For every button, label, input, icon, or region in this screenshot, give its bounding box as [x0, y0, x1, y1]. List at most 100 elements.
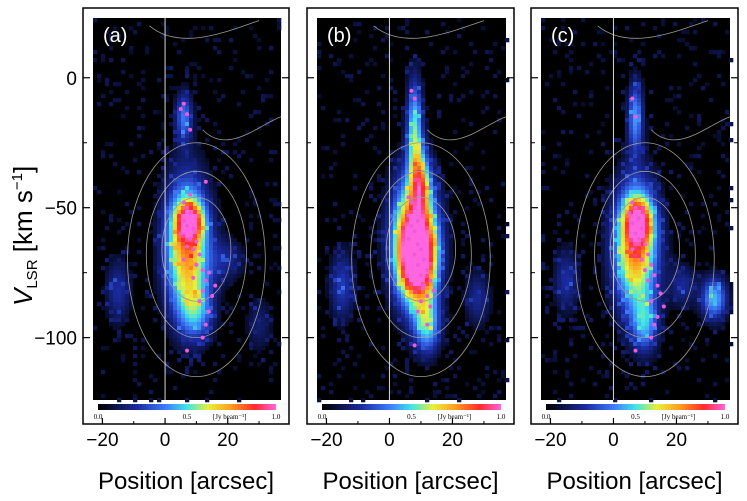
- heatmap-cell: [177, 150, 182, 155]
- heatmap-cell: [217, 210, 222, 215]
- heatmap-cell: [693, 18, 698, 23]
- heatmap-cell: [393, 306, 398, 311]
- heatmap-cell: [393, 150, 398, 155]
- heatmap-cell: [637, 298, 642, 303]
- heatmap-cell: [333, 266, 338, 271]
- heatmap-cell: [337, 258, 342, 263]
- heatmap-cell: [609, 194, 614, 199]
- heatmap-cell: [613, 398, 618, 403]
- data-point: [418, 299, 423, 304]
- heatmap-cell: [389, 266, 394, 271]
- heatmap-cell: [441, 218, 446, 223]
- heatmap-cell: [425, 158, 430, 163]
- heatmap-cell: [409, 266, 414, 271]
- heatmap-cell: [681, 282, 686, 287]
- heatmap-cell: [381, 346, 386, 351]
- heatmap-cell: [649, 230, 654, 235]
- heatmap-cell: [605, 310, 610, 315]
- heatmap-cell: [417, 334, 422, 339]
- heatmap-cell: [389, 282, 394, 287]
- heatmap-cell: [165, 182, 170, 187]
- heatmap-cell: [665, 282, 670, 287]
- heatmap-cell: [193, 322, 198, 327]
- heatmap-cell: [261, 310, 266, 315]
- heatmap-cell: [177, 234, 182, 239]
- heatmap-cell: [369, 274, 374, 279]
- heatmap-cell: [125, 274, 130, 279]
- heatmap-cell: [257, 318, 262, 323]
- heatmap-cell: [645, 246, 650, 251]
- heatmap-cell: [445, 222, 450, 227]
- heatmap-cell: [609, 286, 614, 291]
- heatmap-cell: [401, 270, 406, 275]
- heatmap-cell: [413, 330, 418, 335]
- heatmap-cell: [685, 266, 690, 271]
- heatmap-cell: [221, 142, 226, 147]
- heatmap-cell: [213, 234, 218, 239]
- heatmap-cell: [445, 46, 450, 51]
- heatmap-cell: [425, 326, 430, 331]
- heatmap-cell: [197, 126, 202, 131]
- heatmap-cell: [189, 174, 194, 179]
- heatmap-cell: [181, 98, 186, 103]
- heatmap-cell: [269, 350, 274, 355]
- x-tick-label: −20: [310, 430, 342, 451]
- heatmap-cell: [701, 294, 706, 299]
- heatmap-cell: [197, 182, 202, 187]
- heatmap-cell: [645, 294, 650, 299]
- heatmap-cell: [105, 274, 110, 279]
- heatmap-cell: [425, 398, 430, 403]
- heatmap-cell: [185, 318, 190, 323]
- heatmap-cell: [629, 82, 634, 87]
- heatmap-cell: [213, 270, 218, 275]
- heatmap-cell: [629, 342, 634, 347]
- heatmap-cell: [397, 238, 402, 243]
- heatmap-cell: [649, 322, 654, 327]
- heatmap-cell: [721, 282, 726, 287]
- heatmap-cell: [201, 114, 206, 119]
- heatmap-cell: [621, 282, 626, 287]
- heatmap-cell: [413, 178, 418, 183]
- heatmap-cell: [613, 282, 618, 287]
- heatmap-cell: [469, 310, 474, 315]
- heatmap-cell: [629, 330, 634, 335]
- heatmap-cell: [149, 374, 154, 379]
- heatmap-cell: [417, 222, 422, 227]
- heatmap-cell: [449, 190, 454, 195]
- heatmap-cell: [413, 106, 418, 111]
- heatmap-cell: [657, 202, 662, 207]
- heatmap-cell: [545, 294, 550, 299]
- heatmap-cell: [645, 154, 650, 159]
- heatmap-cell: [105, 266, 110, 271]
- heatmap-cell: [193, 114, 198, 119]
- heatmap-cell: [337, 318, 342, 323]
- heatmap-cell: [189, 362, 194, 367]
- heatmap-cell: [577, 254, 582, 259]
- heatmap-cell: [557, 310, 562, 315]
- heatmap-cell: [409, 182, 414, 187]
- heatmap-cell: [177, 206, 182, 211]
- heatmap-cell: [641, 146, 646, 151]
- heatmap-cell: [181, 242, 186, 247]
- heatmap-cell: [401, 322, 406, 327]
- heatmap-cell: [437, 390, 442, 395]
- heatmap-cell: [381, 374, 386, 379]
- heatmap-cell: [333, 218, 338, 223]
- heatmap-cell: [213, 306, 218, 311]
- contour-line: [597, 20, 709, 39]
- heatmap-cell: [417, 90, 422, 95]
- heatmap-cell: [605, 226, 610, 231]
- heatmap-cell: [153, 282, 158, 287]
- heatmap-cell: [161, 210, 166, 215]
- data-point: [188, 192, 193, 197]
- heatmap-cell: [201, 222, 206, 227]
- heatmap-cell: [673, 294, 678, 299]
- heatmap-cell: [689, 230, 694, 235]
- data-point: [185, 223, 189, 228]
- heatmap-cell: [617, 222, 622, 227]
- heatmap-cell: [213, 298, 218, 303]
- heatmap-cell: [729, 290, 734, 295]
- heatmap-cell: [601, 210, 606, 215]
- heatmap-cell: [649, 330, 654, 335]
- heatmap-cell: [633, 86, 638, 91]
